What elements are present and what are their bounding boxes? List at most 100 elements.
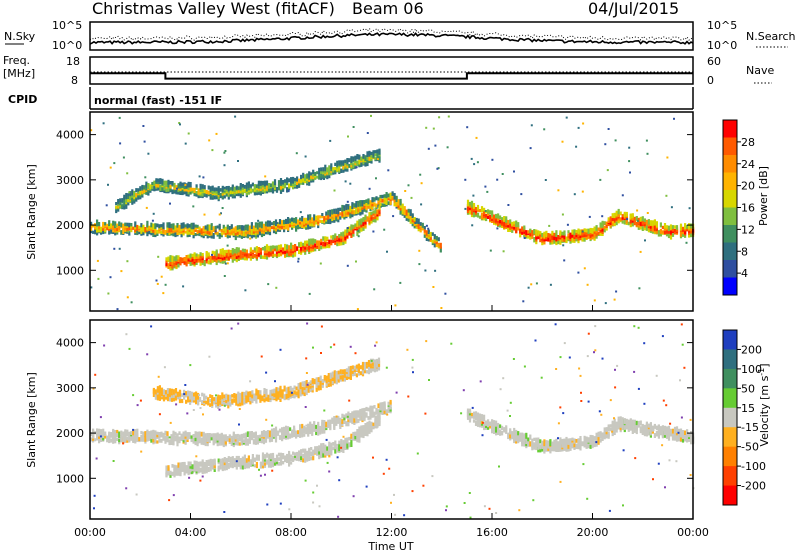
heatmap-cell (389, 404, 392, 410)
heatmap-cell (401, 203, 404, 210)
heatmap-cell (545, 442, 548, 447)
heatmap-cell (333, 416, 336, 422)
heatmap-cell (124, 222, 127, 227)
heatmap-cell (386, 413, 389, 416)
heatmap-cell (185, 465, 188, 470)
heatmap-cell (277, 252, 281, 257)
heatmap-cell (381, 194, 384, 199)
heatmap-cell (293, 217, 296, 223)
heatmap-cell (211, 188, 214, 194)
heatmap-cell (340, 168, 343, 173)
heatmap-cell (189, 255, 192, 261)
heatmap-cell (571, 237, 574, 243)
heatmap-cell (363, 364, 367, 369)
heatmap-cell (210, 433, 213, 438)
heatmap-cell (615, 290, 618, 293)
heatmap-cell (635, 221, 638, 227)
heatmap-cell (669, 428, 673, 433)
heatmap-cell (189, 390, 192, 397)
heatmap-cell (214, 439, 217, 444)
heatmap-cell (236, 433, 239, 438)
colorbar-swatch (723, 446, 737, 467)
heatmap-cell (179, 181, 182, 187)
heatmap-cell (206, 440, 209, 447)
heatmap-cell (364, 214, 367, 220)
heatmap-cell (523, 365, 526, 368)
heatmap-cell (593, 226, 596, 232)
heatmap-cell (573, 193, 576, 196)
heatmap-cell (468, 211, 472, 215)
heatmap-cell (275, 390, 278, 396)
heatmap-cell (259, 247, 262, 253)
heatmap-cell (521, 226, 524, 232)
heatmap-cell (311, 217, 314, 222)
heatmap-cell (104, 222, 107, 226)
heatmap-cell (114, 434, 117, 440)
figure-title: Christmas Valley West (fitACF) (92, 0, 335, 18)
heatmap-cell (420, 203, 423, 206)
heatmap-cell (94, 228, 97, 235)
heatmap-cell (201, 256, 204, 261)
heatmap-cell (96, 259, 99, 262)
heatmap-cell (635, 420, 638, 426)
heatmap-cell (643, 342, 646, 345)
heatmap-cell (519, 228, 522, 234)
heatmap-cell (689, 418, 692, 421)
heatmap-cell (354, 431, 357, 436)
heatmap-cell (299, 223, 302, 227)
heatmap-cell (497, 220, 500, 226)
heatmap-cell (638, 287, 641, 290)
heatmap-cell (219, 403, 222, 407)
heatmap-cell (267, 283, 270, 286)
heatmap-cell (328, 242, 331, 247)
colorbar-tick-label: -100 (741, 460, 766, 473)
xaxis-tick-label: 00:00 (677, 526, 709, 539)
heatmap-cell (551, 441, 554, 446)
heatmap-cell (237, 160, 239, 162)
heatmap-cell (257, 247, 260, 254)
heatmap-cell (269, 245, 273, 252)
heatmap-cell (166, 395, 170, 402)
heatmap-cell (251, 188, 254, 193)
heatmap-cell (239, 191, 242, 198)
heatmap-cell (174, 225, 177, 231)
heatmap-cell (246, 228, 249, 235)
heatmap-cell (264, 430, 268, 436)
heatmap-cell (282, 247, 285, 252)
heatmap-cell (333, 217, 336, 223)
heatmap-cell (665, 229, 669, 234)
heatmap-cell (163, 188, 166, 194)
heatmap-cell (523, 229, 526, 234)
heatmap-cell (484, 185, 487, 188)
heatmap-cell (370, 359, 373, 362)
heatmap-cell (187, 181, 190, 188)
heatmap-cell (386, 250, 388, 253)
heatmap-cell (378, 205, 381, 210)
heatmap-cell (594, 349, 597, 352)
heatmap-cell (195, 186, 198, 190)
heatmap-cell (493, 217, 496, 223)
heatmap-cell (297, 257, 300, 260)
heatmap-cell (257, 393, 260, 400)
heatmap-cell (208, 228, 211, 235)
heatmap-cell (600, 413, 603, 416)
heatmap-cell (143, 140, 146, 143)
heatmap-cell (356, 154, 359, 160)
heatmap-cell (131, 189, 134, 196)
heatmap-cell (285, 430, 288, 436)
heatmap-cell (260, 430, 264, 435)
heatmap-cell (619, 416, 622, 423)
heatmap-cell (373, 202, 376, 207)
heatmap-cell (173, 472, 176, 478)
heatmap-cell (207, 185, 210, 190)
heatmap-cell (160, 431, 163, 436)
heatmap-cell (326, 446, 329, 451)
heatmap-cell (351, 207, 354, 215)
heatmap-cell (573, 229, 576, 236)
nsky-frame (89, 21, 694, 51)
heatmap-cell (252, 439, 255, 445)
freq-left-tick-bottom: 8 (71, 74, 78, 87)
heatmap-cell (257, 189, 260, 195)
heatmap-cell (243, 184, 246, 189)
heatmap-cell (140, 223, 143, 228)
